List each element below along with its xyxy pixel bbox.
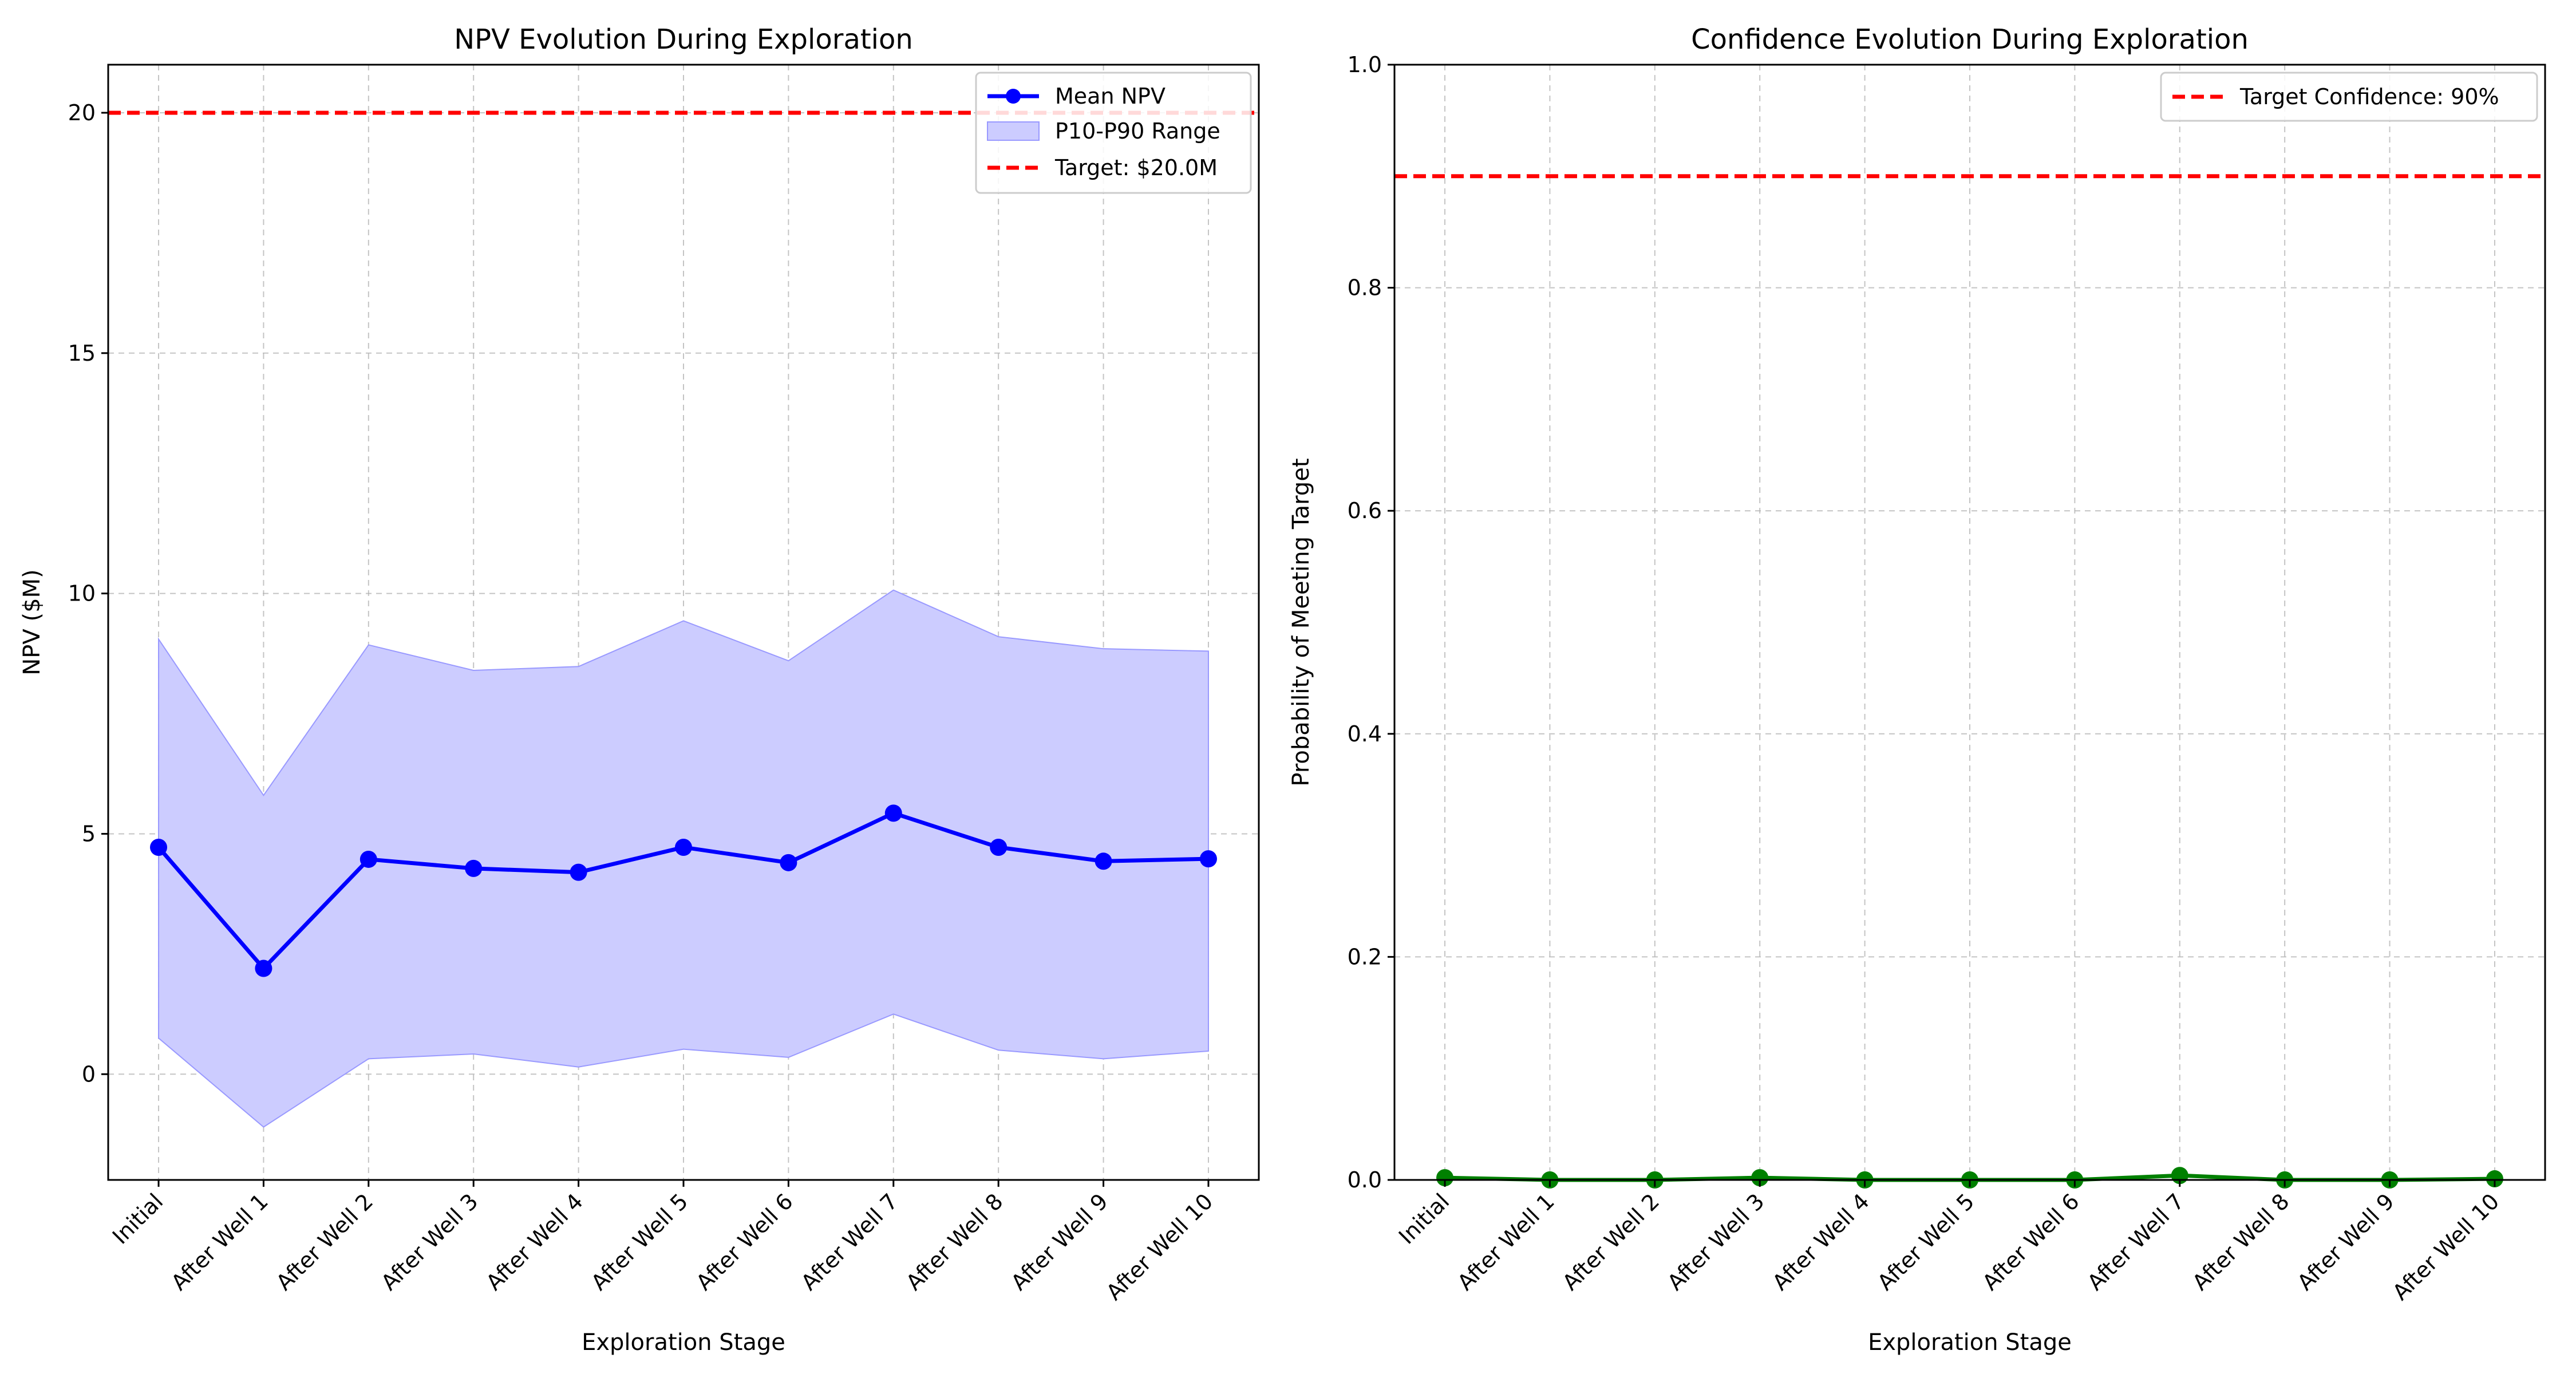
y-tick-label: 0 [82,1061,96,1087]
p10-p90-band [158,589,1209,1128]
npv-legend: Mean NPV P10-P90 Range Target: $20.0M [975,72,1252,194]
y-tick-label: 15 [68,341,96,366]
y-tick-label: 0.6 [1348,498,1382,523]
y-tick-label: 5 [82,821,96,846]
y-tick-label: 20 [68,100,96,125]
confidence-chart-title: Confidence Evolution During Exploration [1691,23,2249,56]
data-point [359,850,377,868]
data-point [884,804,902,822]
data-point [780,854,797,871]
data-point [255,960,272,977]
legend-mean-npv-label: Mean NPV [1055,84,1165,109]
npv-legend-box [975,72,1252,194]
legend-target-label: Target: $20.0M [1054,155,1218,180]
mean-npv-points [150,804,1217,977]
data-point [570,863,587,881]
npv-y-ticks: 0 5 10 15 20 [68,100,108,1087]
data-point [1199,850,1217,868]
data-point [1095,852,1112,870]
confidence-y-axis-label: Probability of Meeting Target [1288,458,1314,786]
y-tick-label: 10 [68,581,96,606]
y-tick-label: 0.4 [1348,721,1382,747]
confidence-legend-box [2160,72,2538,122]
data-point [465,859,483,877]
npv-x-axis-label: Exploration Stage [582,1329,785,1356]
npv-chart-title: NPV Evolution During Exploration [454,23,913,56]
legend-band-label: P10-P90 Range [1055,119,1220,144]
confidence-y-ticks: 0.0 0.2 0.4 0.6 0.8 1.0 [1348,52,1394,1193]
confidence-x-axis-label: Exploration Stage [1868,1329,2072,1356]
confidence-legend: Target Confidence: 90% [2160,72,2538,122]
data-point [675,838,692,856]
data-point [2486,1170,2503,1188]
y-tick-label: 0.0 [1348,1167,1382,1193]
y-tick-label: 1.0 [1348,52,1382,77]
legend-band-swatch [987,121,1040,141]
data-point [990,838,1008,856]
npv-y-axis-label: NPV ($M) [19,569,45,675]
confidence-points [1436,1167,2503,1189]
legend-target-confidence-label: Target Confidence: 90% [2239,84,2499,109]
data-point [1436,1169,1454,1187]
y-tick-label: 0.2 [1348,944,1382,969]
data-point [150,838,168,856]
confidence-grid [1394,64,2545,1180]
y-tick-label: 0.8 [1348,275,1382,301]
legend-mean-npv-marker [1006,89,1021,104]
data-point [1751,1169,1769,1187]
